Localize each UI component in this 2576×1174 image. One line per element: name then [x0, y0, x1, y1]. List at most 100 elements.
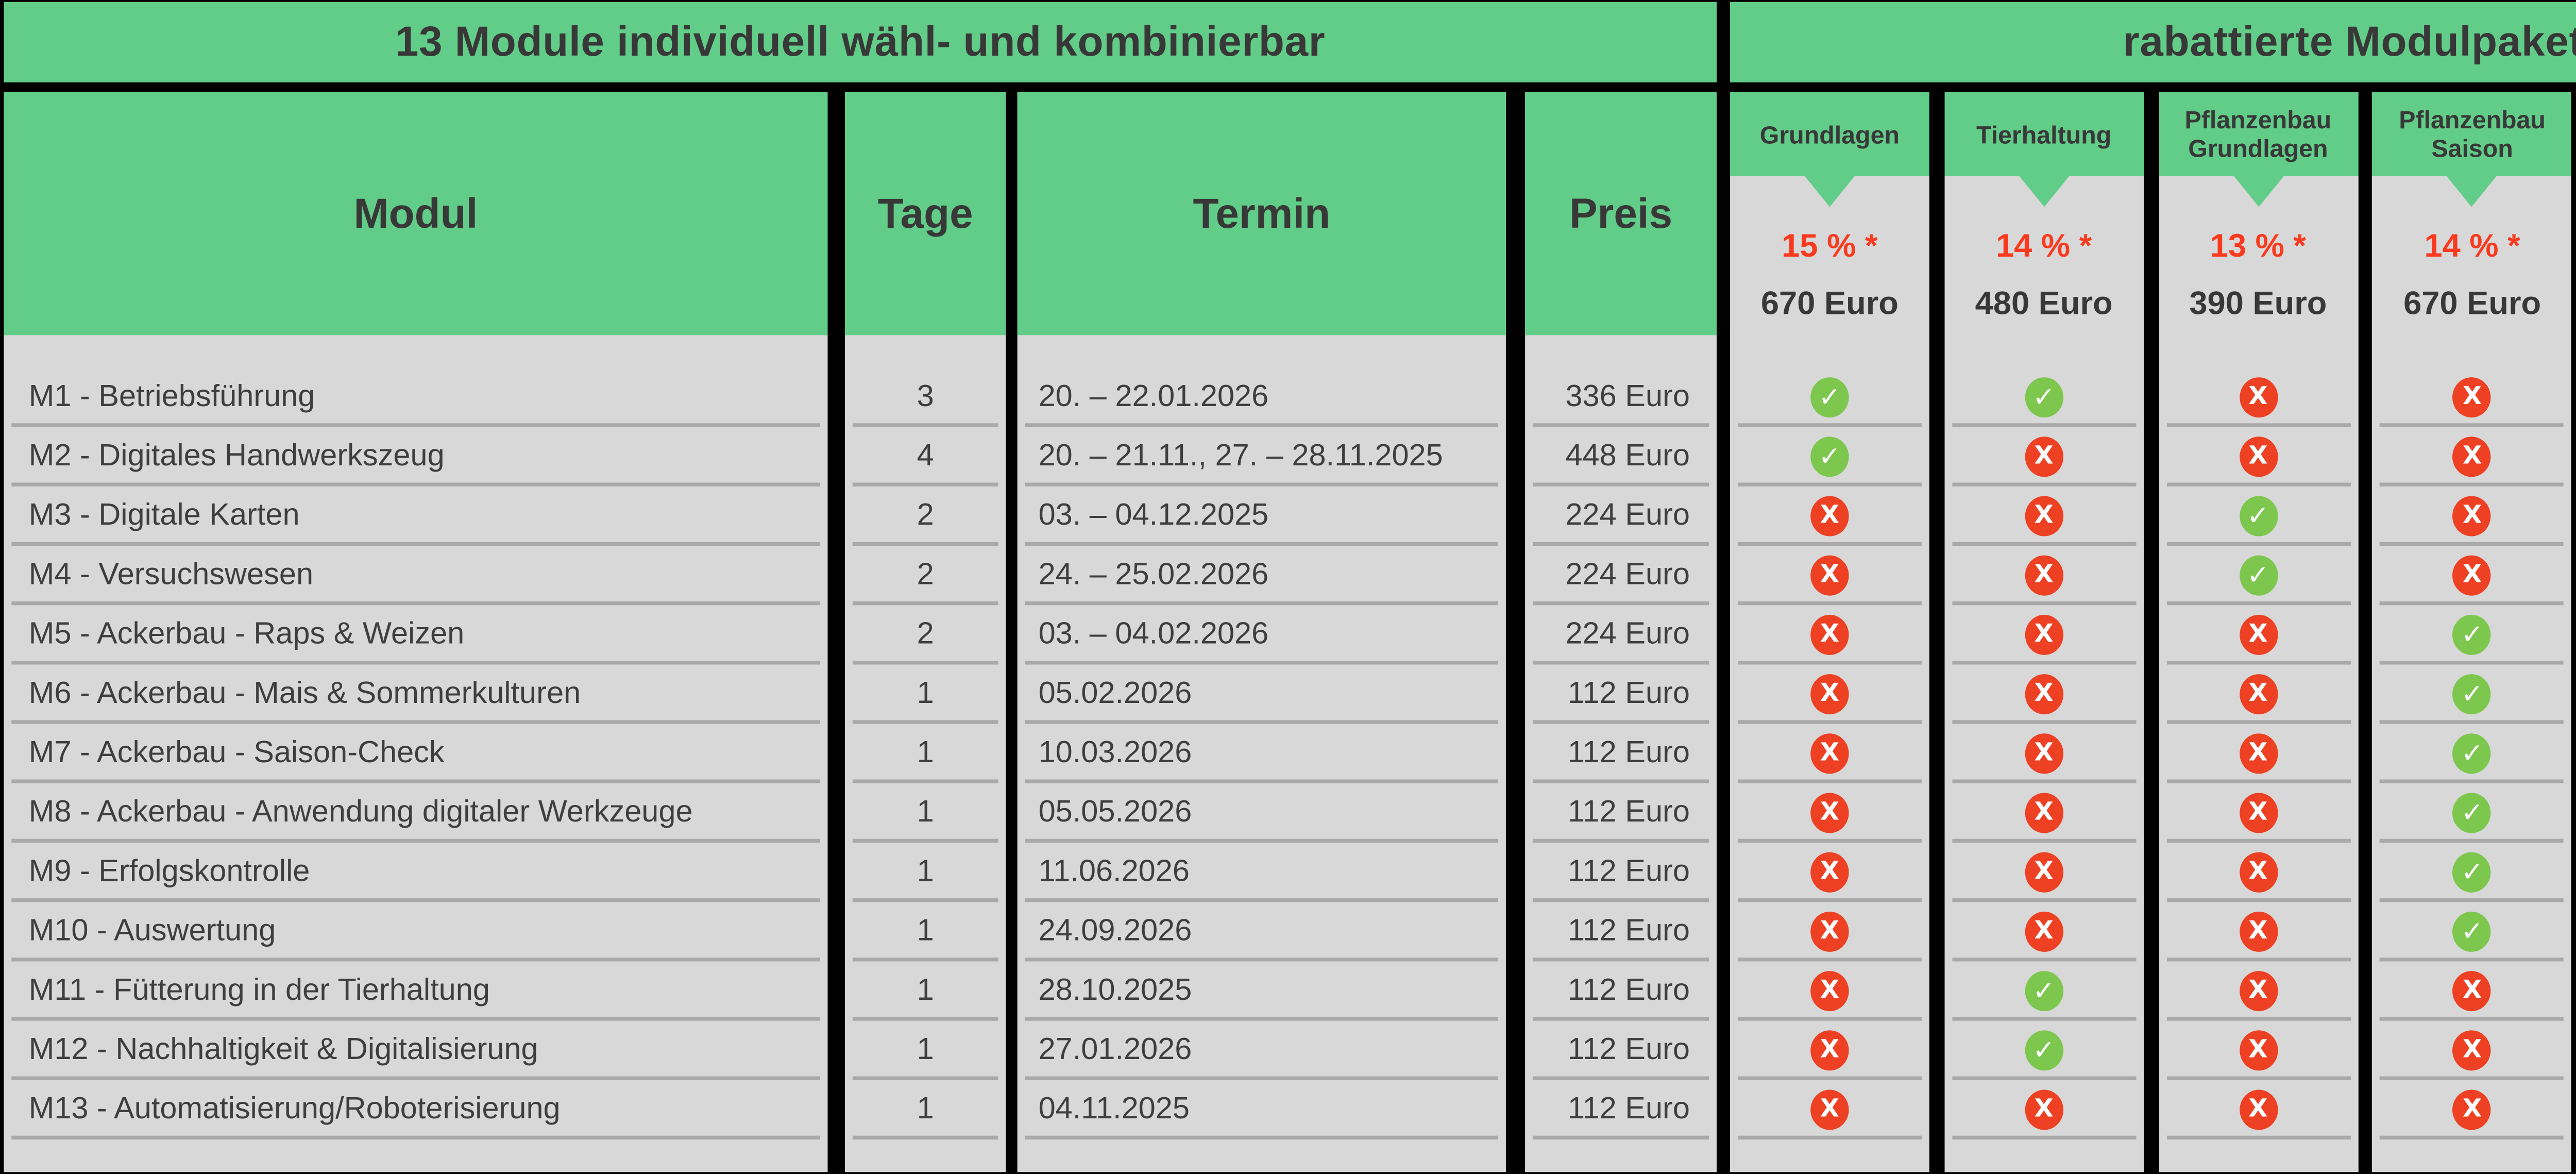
termin-cell: 20. – 21.11., 27. – 28.11.2025 — [1018, 427, 1506, 487]
package-column-pflanzenbau-grundlagen: Pflanzenbau Grundlagen 13 % * 390 Euro X… — [2158, 92, 2358, 1172]
preis-cell: 224 Euro — [1525, 546, 1717, 606]
package-module-cell: X — [2372, 368, 2572, 427]
cross-icon: X — [1810, 496, 1849, 536]
tage-cell: 1 — [845, 783, 1006, 843]
preis-cell: 224 Euro — [1525, 605, 1717, 665]
package-price: 480 Euro — [1975, 285, 2113, 322]
modul-cell: M1 - Betriebsführung — [4, 368, 827, 427]
modul-cell: M8 - Ackerbau - Anwendung digitaler Werk… — [4, 783, 827, 843]
cross-icon: X — [2239, 674, 2278, 715]
cross-icon: X — [1810, 674, 1849, 715]
package-module-cell: X — [1730, 902, 1929, 962]
package-module-cell: ✓ — [2372, 724, 2572, 783]
tage-cell: 1 — [845, 962, 1006, 1021]
termin-cell: 05.05.2026 — [1018, 783, 1506, 843]
package-icon-rows: ✓ ✓ X X X X X X X X X X X — [1730, 335, 1929, 1140]
package-body: 13 % * 390 Euro X X ✓ ✓ X X X X X X X X X — [2158, 176, 2358, 1172]
tage-cell: 2 — [845, 487, 1006, 546]
package-icon-rows: X X X X ✓ ✓ ✓ ✓ ✓ ✓ X X X — [2372, 335, 2572, 1140]
package-module-cell: X — [1944, 783, 2144, 843]
termin-cell: 10.03.2026 — [1018, 724, 1506, 783]
cross-icon: X — [1810, 852, 1849, 893]
package-price: 390 Euro — [2189, 285, 2327, 322]
header-tail-triangle — [2019, 176, 2069, 207]
tage-cell: 1 — [845, 1080, 1006, 1140]
preis-cell: 112 Euro — [1525, 843, 1717, 902]
modul-cell: M10 - Auswertung — [4, 902, 827, 962]
check-icon: ✓ — [2239, 555, 2278, 596]
termin-cell: 24.09.2026 — [1018, 902, 1506, 962]
cross-icon: X — [2239, 437, 2278, 477]
package-header: Grundlagen — [1730, 92, 1929, 176]
modul-cell: M5 - Ackerbau - Raps & Weizen — [4, 605, 827, 665]
cross-icon: X — [2239, 377, 2278, 418]
package-column-grundlagen: Grundlagen 15 % * 670 Euro ✓ ✓ X X X X X X X X X X X — [1730, 92, 1929, 1172]
modul-cell: M13 - Automatisierung/Roboterisierung — [4, 1080, 827, 1140]
package-module-cell: X — [2159, 1080, 2358, 1140]
package-module-cell: X — [2159, 962, 2358, 1021]
tage-cell: 3 — [845, 368, 1006, 427]
cross-icon: X — [2453, 377, 2492, 418]
tage-cell: 1 — [845, 724, 1006, 783]
preis-cell: 112 Euro — [1525, 962, 1717, 1021]
package-module-cell: X — [1730, 546, 1929, 606]
cross-icon: X — [2239, 852, 2278, 893]
package-module-cell: ✓ — [1944, 962, 2144, 1021]
package-module-cell: X — [2372, 427, 2572, 487]
package-discount: 14 % * — [2424, 228, 2520, 264]
tage-cell: 1 — [845, 902, 1006, 962]
package-module-cell: X — [1730, 783, 1929, 843]
termin-cell: 24. – 25.02.2026 — [1018, 546, 1506, 606]
modul-cell: M3 - Digitale Karten — [4, 487, 827, 546]
cross-icon: X — [1810, 555, 1849, 596]
header-tail-triangle — [2233, 176, 2283, 207]
preis-cell: 112 Euro — [1525, 724, 1717, 783]
package-module-cell: ✓ — [2159, 546, 2358, 606]
check-icon: ✓ — [2024, 377, 2063, 418]
termin-cell: 28.10.2025 — [1018, 962, 1506, 1021]
preis-rows: 336 Euro 448 Euro 224 Euro 224 Euro 224 Euro… — [1525, 335, 1717, 1172]
package-module-cell: X — [1730, 605, 1929, 665]
cross-icon: X — [2024, 614, 2063, 655]
packages-title: rabattierte Modulpakete — [1730, 2, 2576, 82]
cross-icon: X — [2239, 733, 2278, 774]
package-module-cell: X — [2372, 487, 2572, 546]
termin-cell: 03. – 04.12.2025 — [1018, 487, 1506, 546]
cross-icon: X — [2453, 555, 2492, 596]
tage-column-header: Tage — [844, 92, 1006, 336]
modul-cell: M6 - Ackerbau - Mais & Sommerkulturen — [4, 665, 827, 724]
cross-icon: X — [1810, 793, 1849, 833]
package-module-cell: ✓ — [1944, 1021, 2144, 1080]
package-module-cell: X — [2159, 783, 2358, 843]
package-module-cell: ✓ — [1730, 368, 1929, 427]
package-module-cell: ✓ — [2372, 605, 2572, 665]
package-module-cell: X — [2159, 427, 2358, 487]
cross-icon: X — [1810, 614, 1849, 655]
modul-cell: M9 - Erfolgskontrolle — [4, 843, 827, 902]
package-column-tierhaltung: Tierhaltung 14 % * 480 Euro ✓ X X X X X X X X X ✓ ✓… — [1944, 92, 2144, 1172]
termin-cell: 04.11.2025 — [1018, 1080, 1506, 1140]
package-module-cell: X — [2159, 605, 2358, 665]
preis-cell: 112 Euro — [1525, 1021, 1717, 1080]
termin-cell: 03. – 04.02.2026 — [1018, 605, 1506, 665]
package-module-cell: X — [2159, 724, 2358, 783]
modul-cell: M7 - Ackerbau - Saison-Check — [4, 724, 827, 783]
package-price: 670 Euro — [2403, 285, 2541, 322]
header-tail-triangle — [2447, 176, 2497, 207]
cross-icon: X — [2239, 971, 2278, 1012]
cross-icon: X — [2024, 852, 2063, 893]
cross-icon: X — [2453, 1089, 2492, 1130]
package-module-cell: X — [1730, 843, 1929, 902]
check-icon: ✓ — [1810, 377, 1849, 418]
package-header: Tierhaltung — [1944, 92, 2144, 176]
package-module-cell: X — [2159, 843, 2358, 902]
preis-cell: 112 Euro — [1525, 1080, 1717, 1140]
check-icon: ✓ — [2453, 733, 2492, 774]
package-module-cell: ✓ — [1944, 368, 2144, 427]
check-icon: ✓ — [2239, 496, 2278, 536]
package-module-cell: ✓ — [2372, 665, 2572, 724]
modul-column-header: Modul — [4, 92, 828, 336]
cross-icon: X — [2239, 1089, 2278, 1130]
modul-cell: M12 - Nachhaltigkeit & Digitalisierung — [4, 1021, 827, 1080]
